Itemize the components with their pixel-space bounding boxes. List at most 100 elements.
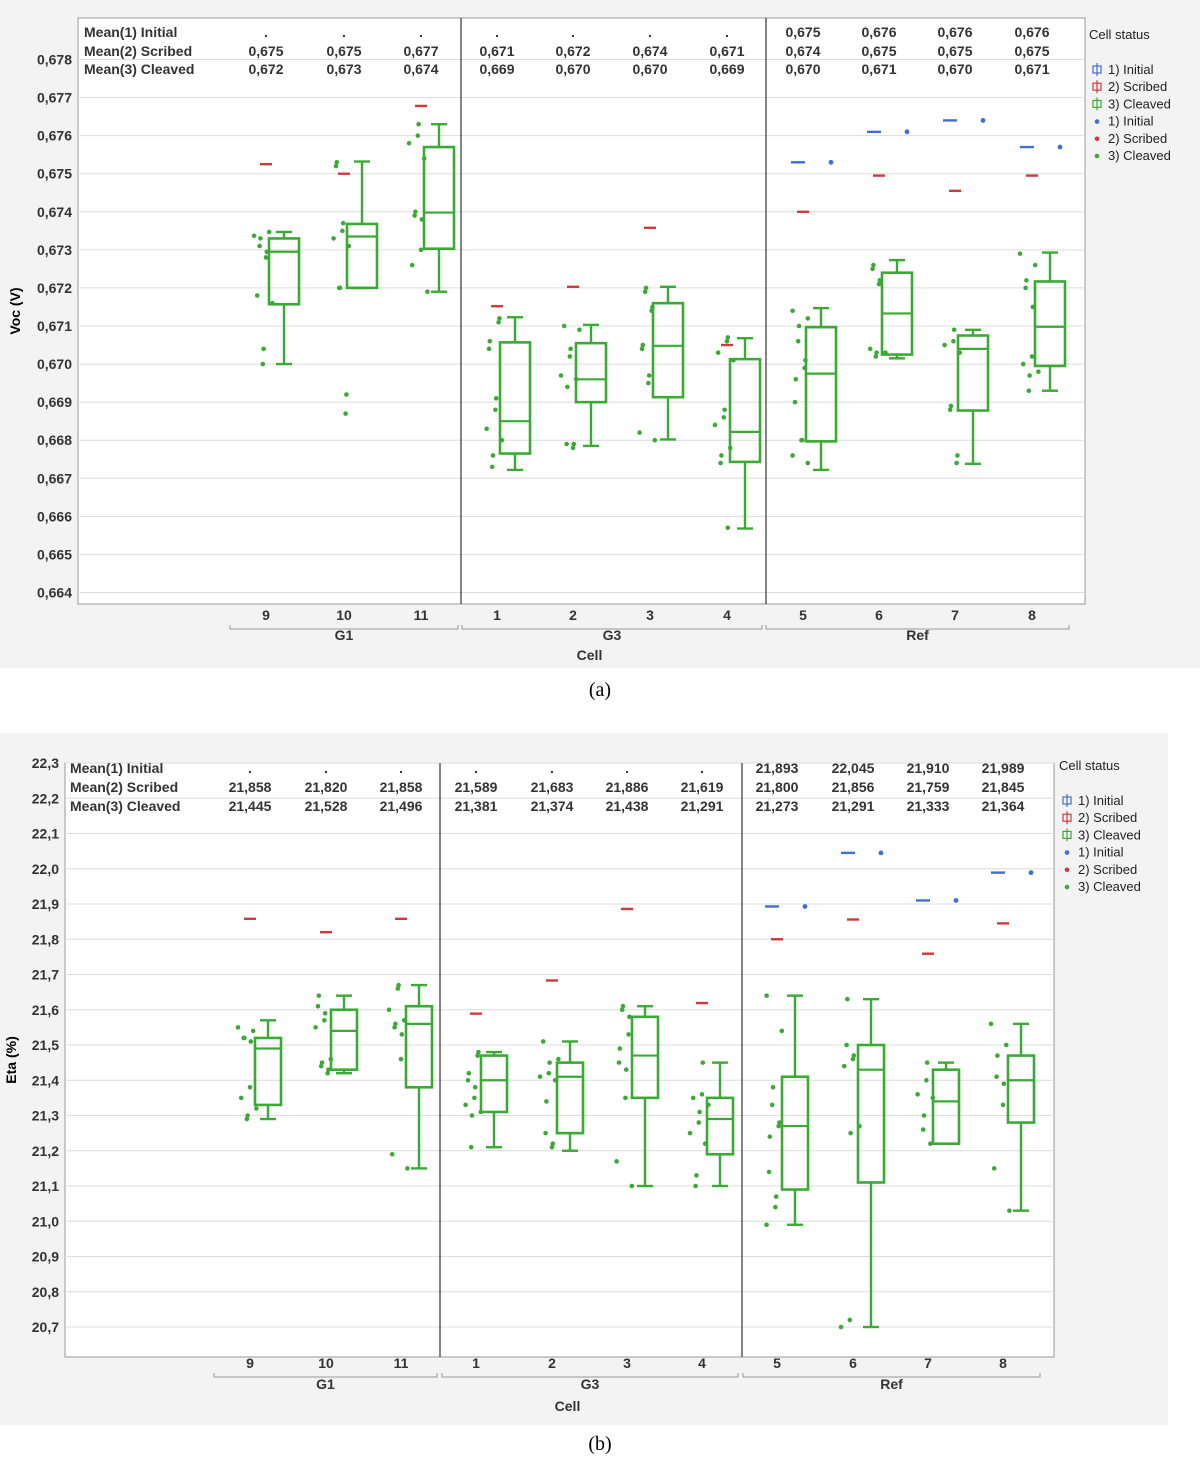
- y-tick-label: 21,5: [32, 1037, 59, 1053]
- data-point-cleaved: [920, 1127, 926, 1132]
- data-point-cleaved: [841, 1063, 847, 1069]
- data-point-cleaved: [497, 316, 502, 321]
- x-cell-label: 1: [493, 607, 501, 623]
- data-point-cleaved: [248, 1039, 254, 1044]
- legend-entry: 1) Initial: [1108, 114, 1154, 129]
- x-group-label: G3: [581, 1376, 600, 1392]
- mean-value: 21,374: [531, 798, 574, 814]
- group-bracket: [229, 625, 459, 630]
- data-point-cleaved: [792, 399, 798, 405]
- data-point-cleaved: [463, 1102, 468, 1108]
- x-cell-label: 6: [849, 1355, 857, 1371]
- data-point-cleaved: [472, 1095, 477, 1101]
- y-tick-label: 0,664: [37, 585, 72, 601]
- plot-area: [77, 17, 1086, 605]
- data-point-cleaved: [344, 392, 349, 397]
- data-point-cleaved: [418, 247, 424, 253]
- mean-value: .: [700, 760, 704, 776]
- data-point-cleaved: [991, 1166, 997, 1171]
- mean-row-label: Mean(2) Scribed: [84, 43, 192, 59]
- box-iqr: [630, 1015, 660, 1100]
- mean-value: 0,670: [937, 61, 972, 77]
- data-point-cleaved: [472, 1085, 478, 1090]
- mean-value: 0,676: [937, 24, 972, 40]
- box-iqr: [479, 1054, 509, 1114]
- y-tick-label: 0,666: [37, 508, 72, 524]
- chart-a-panel: 0,664 0,665 0,666 0,667 0,668 0,669 0,670 0,671…: [0, 0, 1200, 668]
- mean-value: .: [399, 760, 403, 776]
- legend-dot-swatch: [1064, 884, 1070, 890]
- box-iqr: [705, 1096, 735, 1156]
- data-point-cleaved: [552, 1077, 558, 1083]
- caption-a: (a): [588, 679, 612, 701]
- y-tick-label: 20,9: [32, 1249, 59, 1265]
- data-point-cleaved: [561, 323, 567, 329]
- data-point-cleaved: [640, 342, 646, 348]
- mean-value: 21,333: [907, 798, 950, 814]
- mean-value: 0,671: [861, 61, 896, 77]
- data-point-cleaved: [466, 1070, 472, 1076]
- data-point-cleaved: [238, 1095, 244, 1101]
- data-point-cleaved: [1017, 251, 1023, 256]
- data-point-cleaved: [623, 1095, 628, 1101]
- data-point-cleaved: [496, 319, 501, 325]
- data-point-cleaved: [419, 217, 425, 222]
- data-point-cleaved: [487, 338, 493, 344]
- legend-entry: 2) Scribed: [1108, 79, 1167, 94]
- data-point-cleaved: [715, 350, 721, 355]
- mean-value: 0,670: [555, 61, 590, 77]
- initial-point: [904, 129, 910, 135]
- y-axis-label: Eta (%): [3, 1036, 19, 1083]
- y-tick-label: 21,8: [32, 931, 59, 947]
- data-point-cleaved: [955, 453, 960, 458]
- mean-value: 0,675: [861, 43, 896, 59]
- x-axis-label: Cell: [577, 647, 603, 663]
- data-point-cleaved: [699, 1092, 705, 1097]
- box-cell-0: [253, 1019, 283, 1121]
- data-point-cleaved: [413, 209, 418, 215]
- data-point-cleaved: [776, 1123, 781, 1129]
- data-point-cleaved: [1023, 285, 1028, 291]
- data-point-cleaved: [928, 1141, 933, 1146]
- data-point-cleaved: [245, 1113, 250, 1118]
- data-point-cleaved: [409, 262, 415, 268]
- data-point-cleaved: [568, 346, 573, 352]
- mean-value: 21,381: [455, 798, 498, 814]
- box-cell-6: [728, 336, 762, 530]
- data-point-cleaved: [687, 1130, 693, 1136]
- data-point-cleaved: [416, 121, 421, 127]
- data-point-cleaved: [876, 281, 882, 287]
- data-point-cleaved: [1020, 361, 1026, 367]
- y-tick-label: 22,2: [32, 790, 59, 806]
- data-point-cleaved: [319, 1060, 325, 1065]
- data-point-cleaved: [558, 373, 564, 378]
- data-point-cleaved: [803, 357, 808, 363]
- data-point-cleaved: [845, 996, 850, 1002]
- data-point-cleaved: [764, 993, 769, 998]
- data-point-cleaved: [694, 1173, 699, 1178]
- data-point-cleaved: [261, 346, 266, 352]
- data-point-cleaved: [493, 407, 498, 413]
- y-tick-label: 0,670: [37, 356, 72, 372]
- box-cell-8: [880, 258, 914, 360]
- initial-point: [828, 159, 834, 165]
- data-point-cleaved: [343, 411, 348, 416]
- data-point-cleaved: [493, 396, 499, 401]
- x-cell-label: 1: [472, 1355, 480, 1371]
- y-tick-label: 0,665: [37, 546, 72, 562]
- box-cell-9: [956, 328, 990, 466]
- y-tick-label: 20,7: [32, 1319, 59, 1335]
- x-cell-label: 3: [646, 607, 654, 623]
- mean-row-label: Mean(1) Initial: [84, 24, 177, 40]
- data-point-cleaved: [805, 460, 811, 466]
- data-point-cleaved: [848, 1130, 853, 1136]
- box-iqr: [1033, 280, 1067, 368]
- data-point-cleaved: [468, 1144, 474, 1150]
- box-cell-3: [498, 316, 532, 472]
- y-tick-label: 0,678: [37, 52, 72, 68]
- data-point-cleaved: [646, 380, 651, 386]
- x-group-label: Ref: [880, 1376, 903, 1392]
- mean-value: 21,759: [907, 779, 950, 795]
- box-cell-4: [555, 1040, 585, 1152]
- data-point-cleaved: [1007, 1208, 1012, 1213]
